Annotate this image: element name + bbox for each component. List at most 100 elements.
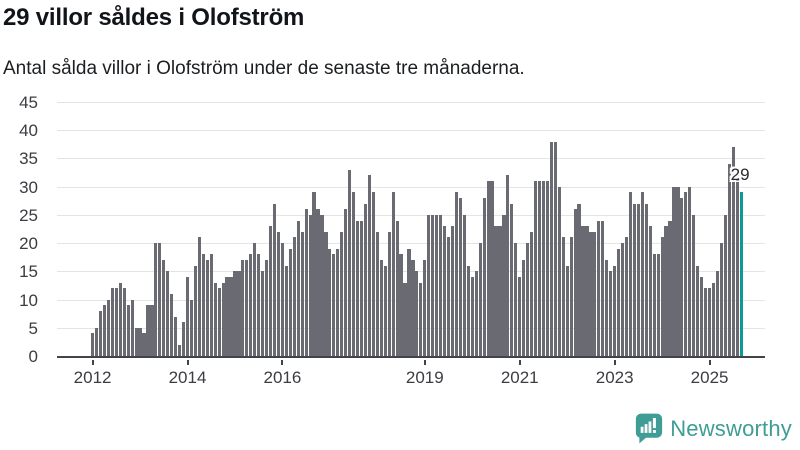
- bar: [130, 299, 134, 356]
- bar: [585, 226, 589, 356]
- bar: [462, 214, 466, 356]
- bar: [557, 186, 561, 356]
- bar: [150, 305, 154, 356]
- bar: [601, 220, 605, 356]
- bar: [711, 282, 716, 356]
- x-tick-2021: [518, 360, 521, 365]
- bar: [719, 243, 724, 356]
- y-axis-labels: 0 5 10 15 20 25 30 35 40 45: [0, 93, 46, 366]
- plot-area: 29: [57, 102, 765, 358]
- bar: [482, 197, 486, 356]
- bar: [660, 237, 664, 356]
- chart-title: 29 villor såldes i Olofström: [3, 4, 305, 31]
- bar: [644, 203, 648, 356]
- bar: [541, 181, 546, 356]
- x-tick-label-2021: 2021: [500, 368, 539, 387]
- bar: [154, 243, 158, 356]
- y-tick-label-30: 30: [19, 177, 38, 197]
- bar: [533, 181, 538, 356]
- bar: [296, 220, 300, 356]
- bar: [225, 276, 229, 356]
- x-tick-label-2012: 2012: [73, 368, 112, 387]
- bar: [526, 243, 530, 356]
- bar: [110, 288, 114, 356]
- bar: [593, 231, 597, 356]
- newsworthy-branding: Newsworthy: [635, 413, 792, 444]
- bar: [229, 276, 233, 356]
- x-axis: 2012 2014 2016 2019 2021 2023 2025: [57, 360, 765, 396]
- x-tick-2023: [613, 360, 616, 365]
- bar: [636, 203, 640, 356]
- x-tick-2025: [708, 360, 711, 365]
- bar: [478, 243, 482, 356]
- y-tick-label-45: 45: [19, 93, 38, 112]
- bar: [320, 214, 324, 356]
- bar: [316, 209, 320, 356]
- x-tick-label-2025: 2025: [690, 368, 729, 387]
- bar: [261, 271, 265, 356]
- bar: [664, 226, 668, 356]
- bar: [241, 260, 245, 356]
- bars-container: [57, 104, 765, 356]
- bar: [680, 197, 684, 356]
- bar: [344, 209, 348, 356]
- bar: [577, 203, 581, 356]
- bar: [688, 186, 692, 356]
- bar: [142, 333, 146, 356]
- bar: [446, 237, 451, 356]
- x-tick-label-2023: 2023: [595, 368, 634, 387]
- bar: [265, 260, 269, 356]
- bar: [189, 299, 194, 356]
- bar: [474, 271, 478, 356]
- bar: [170, 293, 174, 356]
- bar: [276, 231, 281, 356]
- bar: [118, 282, 122, 356]
- bar: [613, 265, 617, 356]
- bar: [391, 192, 395, 356]
- bar: [367, 175, 372, 356]
- bar: [581, 226, 585, 356]
- y-tick-label-0: 0: [28, 347, 38, 366]
- bar: [502, 214, 506, 356]
- bar: [363, 203, 368, 356]
- bar: [735, 175, 739, 356]
- bar: [442, 226, 447, 356]
- bar: [605, 260, 609, 356]
- gridline-45: [57, 102, 765, 103]
- bar: [106, 299, 110, 356]
- bar: [522, 260, 526, 356]
- bar: [253, 243, 257, 356]
- bar: [98, 310, 103, 356]
- bar: [656, 254, 660, 356]
- bar: [371, 192, 375, 356]
- bar: [573, 209, 577, 356]
- bar: [308, 214, 312, 356]
- bar: [328, 248, 332, 356]
- bar: [640, 192, 644, 356]
- bar: [174, 316, 178, 356]
- bar: [209, 254, 213, 356]
- bar: [300, 231, 304, 356]
- bar: [399, 254, 403, 356]
- bar: [324, 231, 328, 356]
- gridline-40: [57, 130, 765, 132]
- gridline-10: [57, 299, 765, 301]
- bar: [648, 226, 652, 356]
- bar: [379, 260, 383, 356]
- bar: [700, 276, 704, 356]
- bar: [530, 231, 534, 356]
- bar: [332, 254, 336, 356]
- bar: [494, 226, 498, 356]
- bar: [632, 203, 637, 356]
- y-tick-label-5: 5: [28, 318, 38, 338]
- last-bar-value-label: 29: [730, 165, 750, 185]
- bar: [205, 260, 209, 356]
- bar: [684, 192, 688, 356]
- bar: [415, 271, 419, 356]
- bar: [292, 237, 296, 356]
- gridline-5: [57, 327, 765, 329]
- bar: [672, 186, 676, 356]
- x-tick-label-2016: 2016: [263, 368, 302, 387]
- bar: [620, 243, 625, 356]
- bar: [102, 305, 107, 356]
